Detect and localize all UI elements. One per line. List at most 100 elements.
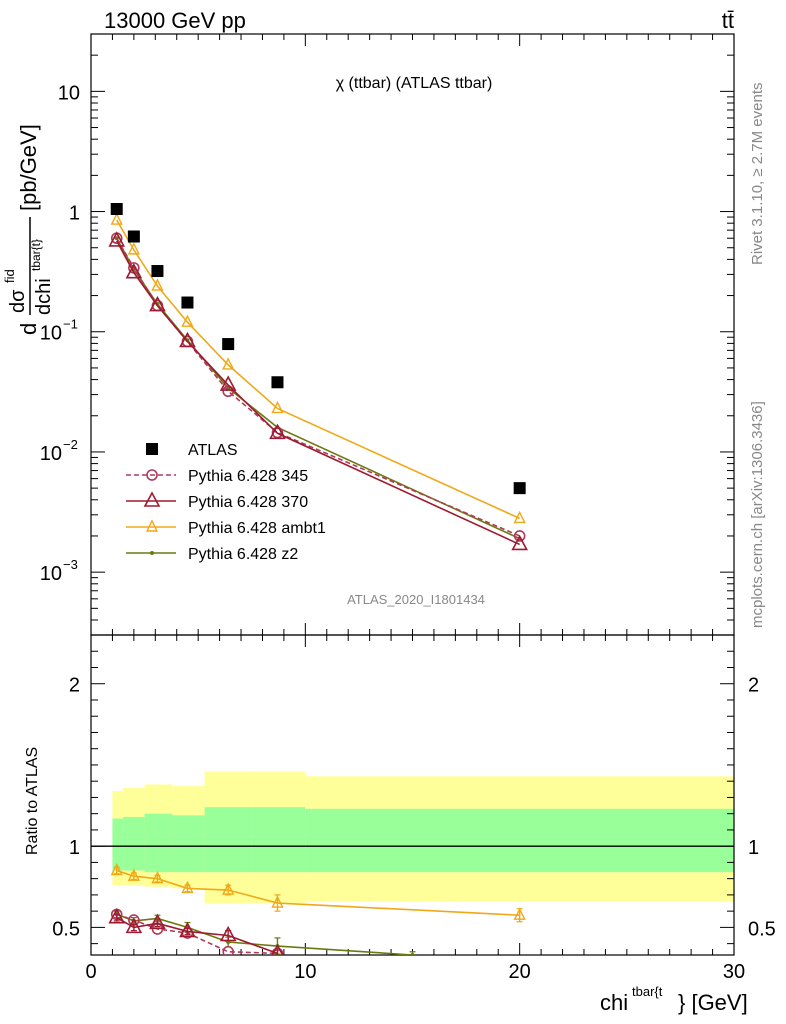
analysis-id: ATLAS_2020_I1801434 <box>347 592 485 607</box>
legend: ATLAS Pythia 6.428 345 Pythia 6.428 370 Pyt… <box>126 442 326 563</box>
point-pythia-6-428-ambt1 <box>110 212 123 225</box>
ratio-series-pythia-6-428-ambt1 <box>110 862 526 923</box>
header-left: 13000 GeV pp <box>104 8 246 33</box>
green-band <box>172 815 205 873</box>
legend-label: Pythia 6.428 ambt1 <box>188 520 326 537</box>
ratio-series-clipped <box>108 862 526 955</box>
legend-entry-pythia-6-428-z2: Pythia 6.428 z2 <box>126 546 298 563</box>
legend-marker <box>145 519 159 532</box>
ratio-point-pythia-6-428-370 <box>179 921 196 938</box>
point-pythia-6-428-370 <box>179 331 196 348</box>
green-band <box>123 816 145 871</box>
ratio-point-pythia-6-428-370 <box>271 943 284 955</box>
ratio-point-pythia-6-428-345 <box>222 945 234 955</box>
xlabel-base: chi <box>600 990 628 1015</box>
series-pythia-6-428-370 <box>108 231 529 551</box>
point-pythia-6-428-ambt1 <box>127 242 140 255</box>
ratio-series-pythia-6-428-370 <box>108 907 284 955</box>
legend-marker <box>146 443 158 455</box>
green-band <box>251 807 306 873</box>
ratio-y-tick-label: 1 <box>69 837 80 859</box>
y-tick-label-base: 10 <box>40 443 62 465</box>
legend-entry-pythia-6-428-ambt1: Pythia 6.428 ambt1 <box>126 519 326 537</box>
green-band <box>305 808 734 873</box>
point-pythia-6-428-ambt1 <box>271 400 284 414</box>
point-pythia-6-428-370 <box>108 231 126 247</box>
point-atlas <box>513 482 526 495</box>
y-tick-label: 10 <box>58 82 80 104</box>
green-band <box>144 813 173 873</box>
xlabel-unit: } [GeV] <box>678 990 748 1015</box>
point-pythia-6-428-ambt1 <box>513 510 526 524</box>
ratio-series <box>108 862 526 955</box>
main-ylabel-num: dσ <box>7 289 29 313</box>
y-tick-label: 1 <box>69 203 80 225</box>
legend-marker <box>146 469 158 481</box>
ratio-point-pythia-6-428-ambt1 <box>110 862 123 876</box>
legend-entry-pythia-6-428-345: Pythia 6.428 345 <box>126 468 308 485</box>
y-tick-label-base: 10 <box>40 563 62 585</box>
plot-title: χ (ttbar) (ATLAS ttbar) <box>336 75 493 92</box>
ratio-y-tick-label-right: 2 <box>748 675 759 697</box>
ratio-ylabel: Ratio to ATLAS <box>24 747 41 855</box>
legend-marker <box>143 491 161 507</box>
point-pythia-6-428-370 <box>219 375 237 391</box>
main-ylabel-fid: fid <box>2 269 17 283</box>
y-tick-label-exp: −3 <box>63 557 78 572</box>
legend-label: ATLAS <box>188 442 238 459</box>
legend-entry-pythia-6-428-370: Pythia 6.428 370 <box>126 491 308 511</box>
legend-label: Pythia 6.428 z2 <box>188 546 298 563</box>
xlabel-sup: tbar{t <box>632 984 663 999</box>
ratio-point-pythia-6-428-ambt1 <box>271 895 284 908</box>
series-pythia-6-428-ambt1 <box>110 212 526 524</box>
green-band <box>204 807 252 873</box>
main-ylabel-sup: tbar{t} <box>29 239 43 271</box>
main-ylabel: d dσ fid dchi tbar{t} [pb/GeV] <box>2 124 55 335</box>
x-tick-label: 20 <box>509 961 531 983</box>
series-pythia-6-428-345 <box>110 232 526 542</box>
series-pythia-6-428-z2 <box>114 236 522 541</box>
y-tick-label-base: 10 <box>40 323 62 345</box>
y-tick-label-exp: −2 <box>63 437 78 452</box>
series-line-pythia-6-428-z2 <box>116 237 521 540</box>
ratio-series-pythia-6-428-345 <box>110 908 284 955</box>
ratio-point-pythia-6-428-ambt1 <box>181 880 194 894</box>
point-atlas <box>181 296 194 309</box>
x-tick-label: 0 <box>85 961 96 983</box>
ratio-point-pythia-6-428-ambt1 <box>513 907 526 920</box>
point-pythia-6-428-370 <box>269 423 286 440</box>
ratio-bands <box>91 771 734 904</box>
main-ylabel-d: d <box>16 323 41 335</box>
ratio-y-tick-label: 2 <box>69 675 80 697</box>
point-pythia-6-428-ambt1 <box>181 314 194 327</box>
x-axis-title: chi tbar{t } [GeV] <box>600 984 748 1015</box>
y-tick-label-exp: −1 <box>63 317 78 332</box>
series-atlas <box>110 203 526 495</box>
mcplots-label: mcplots.cern.ch [arXiv:1306.3436] <box>749 401 766 628</box>
point-pythia-6-428-ambt1 <box>222 357 235 370</box>
ratio-point-pythia-6-428-ambt1 <box>151 871 164 884</box>
legend-label: Pythia 6.428 370 <box>188 494 308 511</box>
point-atlas <box>127 230 140 243</box>
x-tick-label: 10 <box>294 961 316 983</box>
ratio-point-pythia-6-428-370 <box>108 907 126 924</box>
point-pythia-6-428-345 <box>222 385 234 398</box>
green-band <box>112 818 124 871</box>
point-atlas <box>151 265 164 278</box>
point-pythia-6-428-370 <box>149 295 166 312</box>
ratio-line-pythia-6-428-345 <box>116 913 278 955</box>
ratio-axis-ticks: 0 10 20 300.5 0.51 12 2 <box>52 635 776 983</box>
y-tick-label: 10 −1 <box>40 317 78 345</box>
legend-marker <box>150 551 154 555</box>
point-pythia-6-428-ambt1 <box>151 278 164 291</box>
y-tick-label-base: 10 <box>58 82 80 104</box>
ratio-point-pythia-6-428-370 <box>219 925 237 942</box>
main-ylabel-unit: [pb/GeV] <box>16 124 41 211</box>
point-pythia-6-428-345 <box>513 530 526 542</box>
ratio-y-tick-label-right: 0.5 <box>748 918 776 940</box>
ratio-point-pythia-6-428-370 <box>125 917 143 934</box>
series-line-pythia-6-428-ambt1 <box>116 219 520 520</box>
ratio-y-tick-label: 0.5 <box>52 918 80 940</box>
